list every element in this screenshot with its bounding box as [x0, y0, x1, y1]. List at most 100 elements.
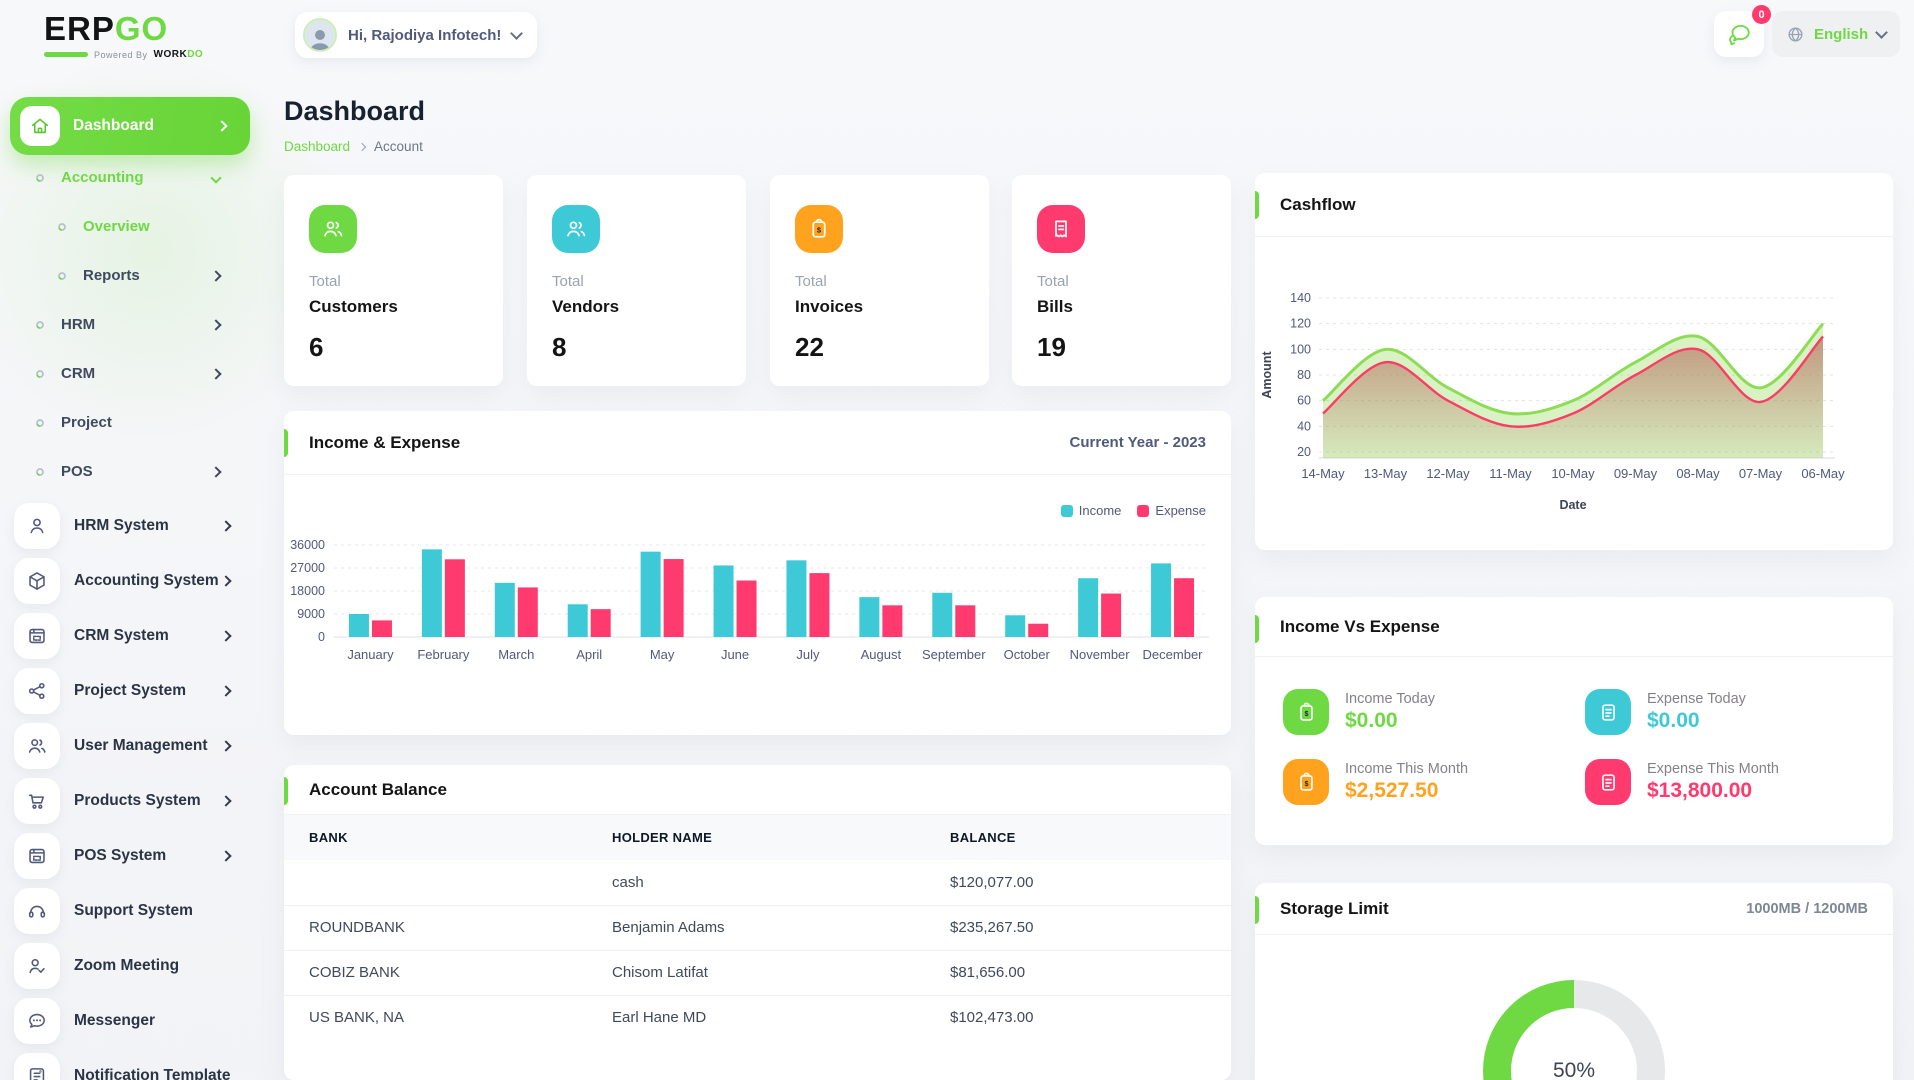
language-selector[interactable]: English [1772, 11, 1901, 57]
table-cell: Chisom Latifat [612, 949, 950, 995]
sidebar-item-label: Project System [74, 681, 186, 699]
svg-text:140: 140 [1290, 291, 1311, 305]
sidebar-item-label: Products System [74, 791, 201, 809]
table-column-header: BALANCE [950, 815, 1231, 860]
sidebar-item-accounting-system[interactable]: Accounting System [0, 553, 260, 608]
ive-value: $13,800.00 [1647, 779, 1753, 802]
table-cell: $120,077.00 [950, 873, 1034, 891]
income-expense-card: Income & Expense Current Year - 2023 Inc… [284, 411, 1231, 735]
svg-text:9000: 9000 [297, 607, 325, 621]
page-title: Dashboard [284, 96, 426, 126]
table-cell [284, 860, 612, 905]
svg-text:13-May: 13-May [1364, 466, 1408, 481]
user-icon [30, 518, 44, 533]
sidebar-item-hrm[interactable]: HRM [0, 300, 260, 349]
legend-label: Income [1078, 503, 1122, 518]
sidebar-item-products-system[interactable]: Products System [0, 773, 260, 828]
ive-item-income-this-month: $ Income This Month $2,527.50 [1283, 759, 1468, 805]
table-cell: cash [612, 873, 644, 891]
sidebar-item-accounting[interactable]: Accounting [0, 153, 260, 202]
table-cell: $102,473.00 [950, 994, 1231, 1040]
sidebar-icon-chip [14, 887, 60, 934]
account-balance-card: Account Balance BANK HOLDER NAME BALANCE c… [284, 765, 1231, 1080]
svg-text:11-May: 11-May [1489, 466, 1532, 481]
users-icon [324, 221, 343, 237]
ive-label: Income This Month [1345, 761, 1469, 777]
svg-text:March: March [498, 647, 534, 662]
chevron-right-icon [210, 367, 222, 380]
table-row: COBIZ BANK Chisom Latifat $81,656.00 [284, 949, 1231, 995]
breadcrumb-dashboard-link[interactable]: Dashboard [284, 139, 351, 154]
income-vs-expense-title: Income Vs Expense [1280, 616, 1440, 636]
sidebar-item-label: CRM [61, 365, 96, 382]
users-icon [309, 205, 357, 253]
ive-label: Expense Today [1647, 691, 1746, 707]
sidebar-item-label: CRM System [74, 626, 169, 644]
bullet-ring-icon [36, 173, 44, 182]
account-balance-title: Account Balance [309, 779, 447, 799]
svg-text:18000: 18000 [290, 584, 325, 598]
sidebar-item-reports[interactable]: Reports [0, 251, 260, 300]
sidebar-item-project[interactable]: Project [0, 398, 260, 447]
legend-swatch [1060, 504, 1073, 517]
sidebar-item-notification-template[interactable]: Notification Template [0, 1048, 260, 1080]
svg-text:100: 100 [1290, 342, 1311, 356]
sidebar-item-hrm-system[interactable]: HRM System [0, 498, 260, 553]
svg-text:27000: 27000 [290, 561, 325, 575]
svg-text:14-May: 14-May [1301, 466, 1345, 481]
sidebar-item-project-system[interactable]: Project System [0, 663, 260, 718]
sidebar-item-support-system[interactable]: Support System [0, 883, 260, 938]
storage-donut-chart: 50% [1483, 980, 1665, 1080]
income-expense-bar-chart: 0 9000 18000 27000 36000 January February March… [290, 538, 1209, 662]
stat-value: 19 [1037, 332, 1066, 362]
bullet-ring-icon [36, 418, 44, 427]
user-menu-button[interactable]: Hi, Rajodiya Infotech! [295, 12, 538, 58]
sidebar-item-pos[interactable]: POS [0, 447, 260, 496]
card-accent-bar [1255, 896, 1259, 924]
sidebar-item-label: HRM System [74, 516, 169, 534]
file-invoice-icon [1585, 759, 1631, 805]
app-logo[interactable]: ERPGO Powered By WORKDO [44, 12, 224, 60]
receipt-icon [1055, 220, 1067, 238]
sidebar-item-overview[interactable]: Overview [0, 202, 260, 251]
ive-value: $2,527.50 [1345, 779, 1439, 802]
sidebar-item-zoom-meeting[interactable]: Zoom Meeting [0, 938, 260, 993]
legend-item-expense[interactable]: Expense [1137, 503, 1206, 518]
sidebar-item-label: POS [61, 463, 93, 480]
stat-card-vendors: Total Vendors 8 [527, 175, 746, 386]
card-accent-bar [1255, 191, 1259, 219]
sidebar-item-messenger[interactable]: Messenger [0, 993, 260, 1048]
svg-text:10-May: 10-May [1551, 466, 1595, 481]
legend-swatch [1137, 504, 1150, 517]
greeting-text: Hi, Rajodiya Infotech! [348, 26, 502, 44]
sidebar-icon-chip [14, 832, 60, 879]
bullet-ring-icon [58, 271, 66, 280]
current-year-label: Current Year - 2023 [1069, 434, 1206, 451]
sidebar-item-pos-system[interactable]: POS System [0, 828, 260, 883]
table-row: US BANK, NA Earl Hane MD $102,473.00 [284, 994, 1231, 1040]
svg-text:09-May: 09-May [1614, 466, 1658, 481]
table-cell: $235,267.50 [950, 904, 1231, 950]
stat-value: 6 [309, 332, 324, 362]
sidebar-icon-chip [14, 612, 60, 659]
chevron-right-icon [210, 465, 222, 478]
clipboard-dollar-icon: $ [1299, 772, 1313, 791]
account-balance-table: BANK HOLDER NAME BALANCE cash $120,077.00 RO… [284, 815, 1231, 1040]
sidebar-item-user-management[interactable]: User Management [0, 718, 260, 773]
cashflow-card: Cashflow 20 40 60 80 100 120 140 14-May 13-May 12… [1255, 173, 1893, 550]
logo-wordmark: ERPGO [44, 10, 169, 47]
sidebar-item-dashboard[interactable]: Dashboard [10, 97, 250, 155]
svg-text:06-May: 06-May [1801, 466, 1845, 481]
cashflow-title: Cashflow [1280, 194, 1356, 214]
sidebar-item-crm-system[interactable]: CRM System [0, 608, 260, 663]
table-cell: $81,656.00 [950, 949, 1231, 995]
language-label: English [1814, 25, 1869, 43]
clipboard-dollar-icon: $ [795, 205, 843, 253]
legend-item-income[interactable]: Income [1060, 503, 1122, 518]
chevron-right-icon [216, 120, 228, 132]
sidebar-item-label: Project [61, 414, 112, 431]
sidebar-item-crm[interactable]: CRM [0, 349, 260, 398]
stat-prefix: Total [552, 273, 584, 290]
chevron-right-icon [220, 519, 232, 532]
messages-button[interactable]: 0 [1714, 5, 1771, 57]
